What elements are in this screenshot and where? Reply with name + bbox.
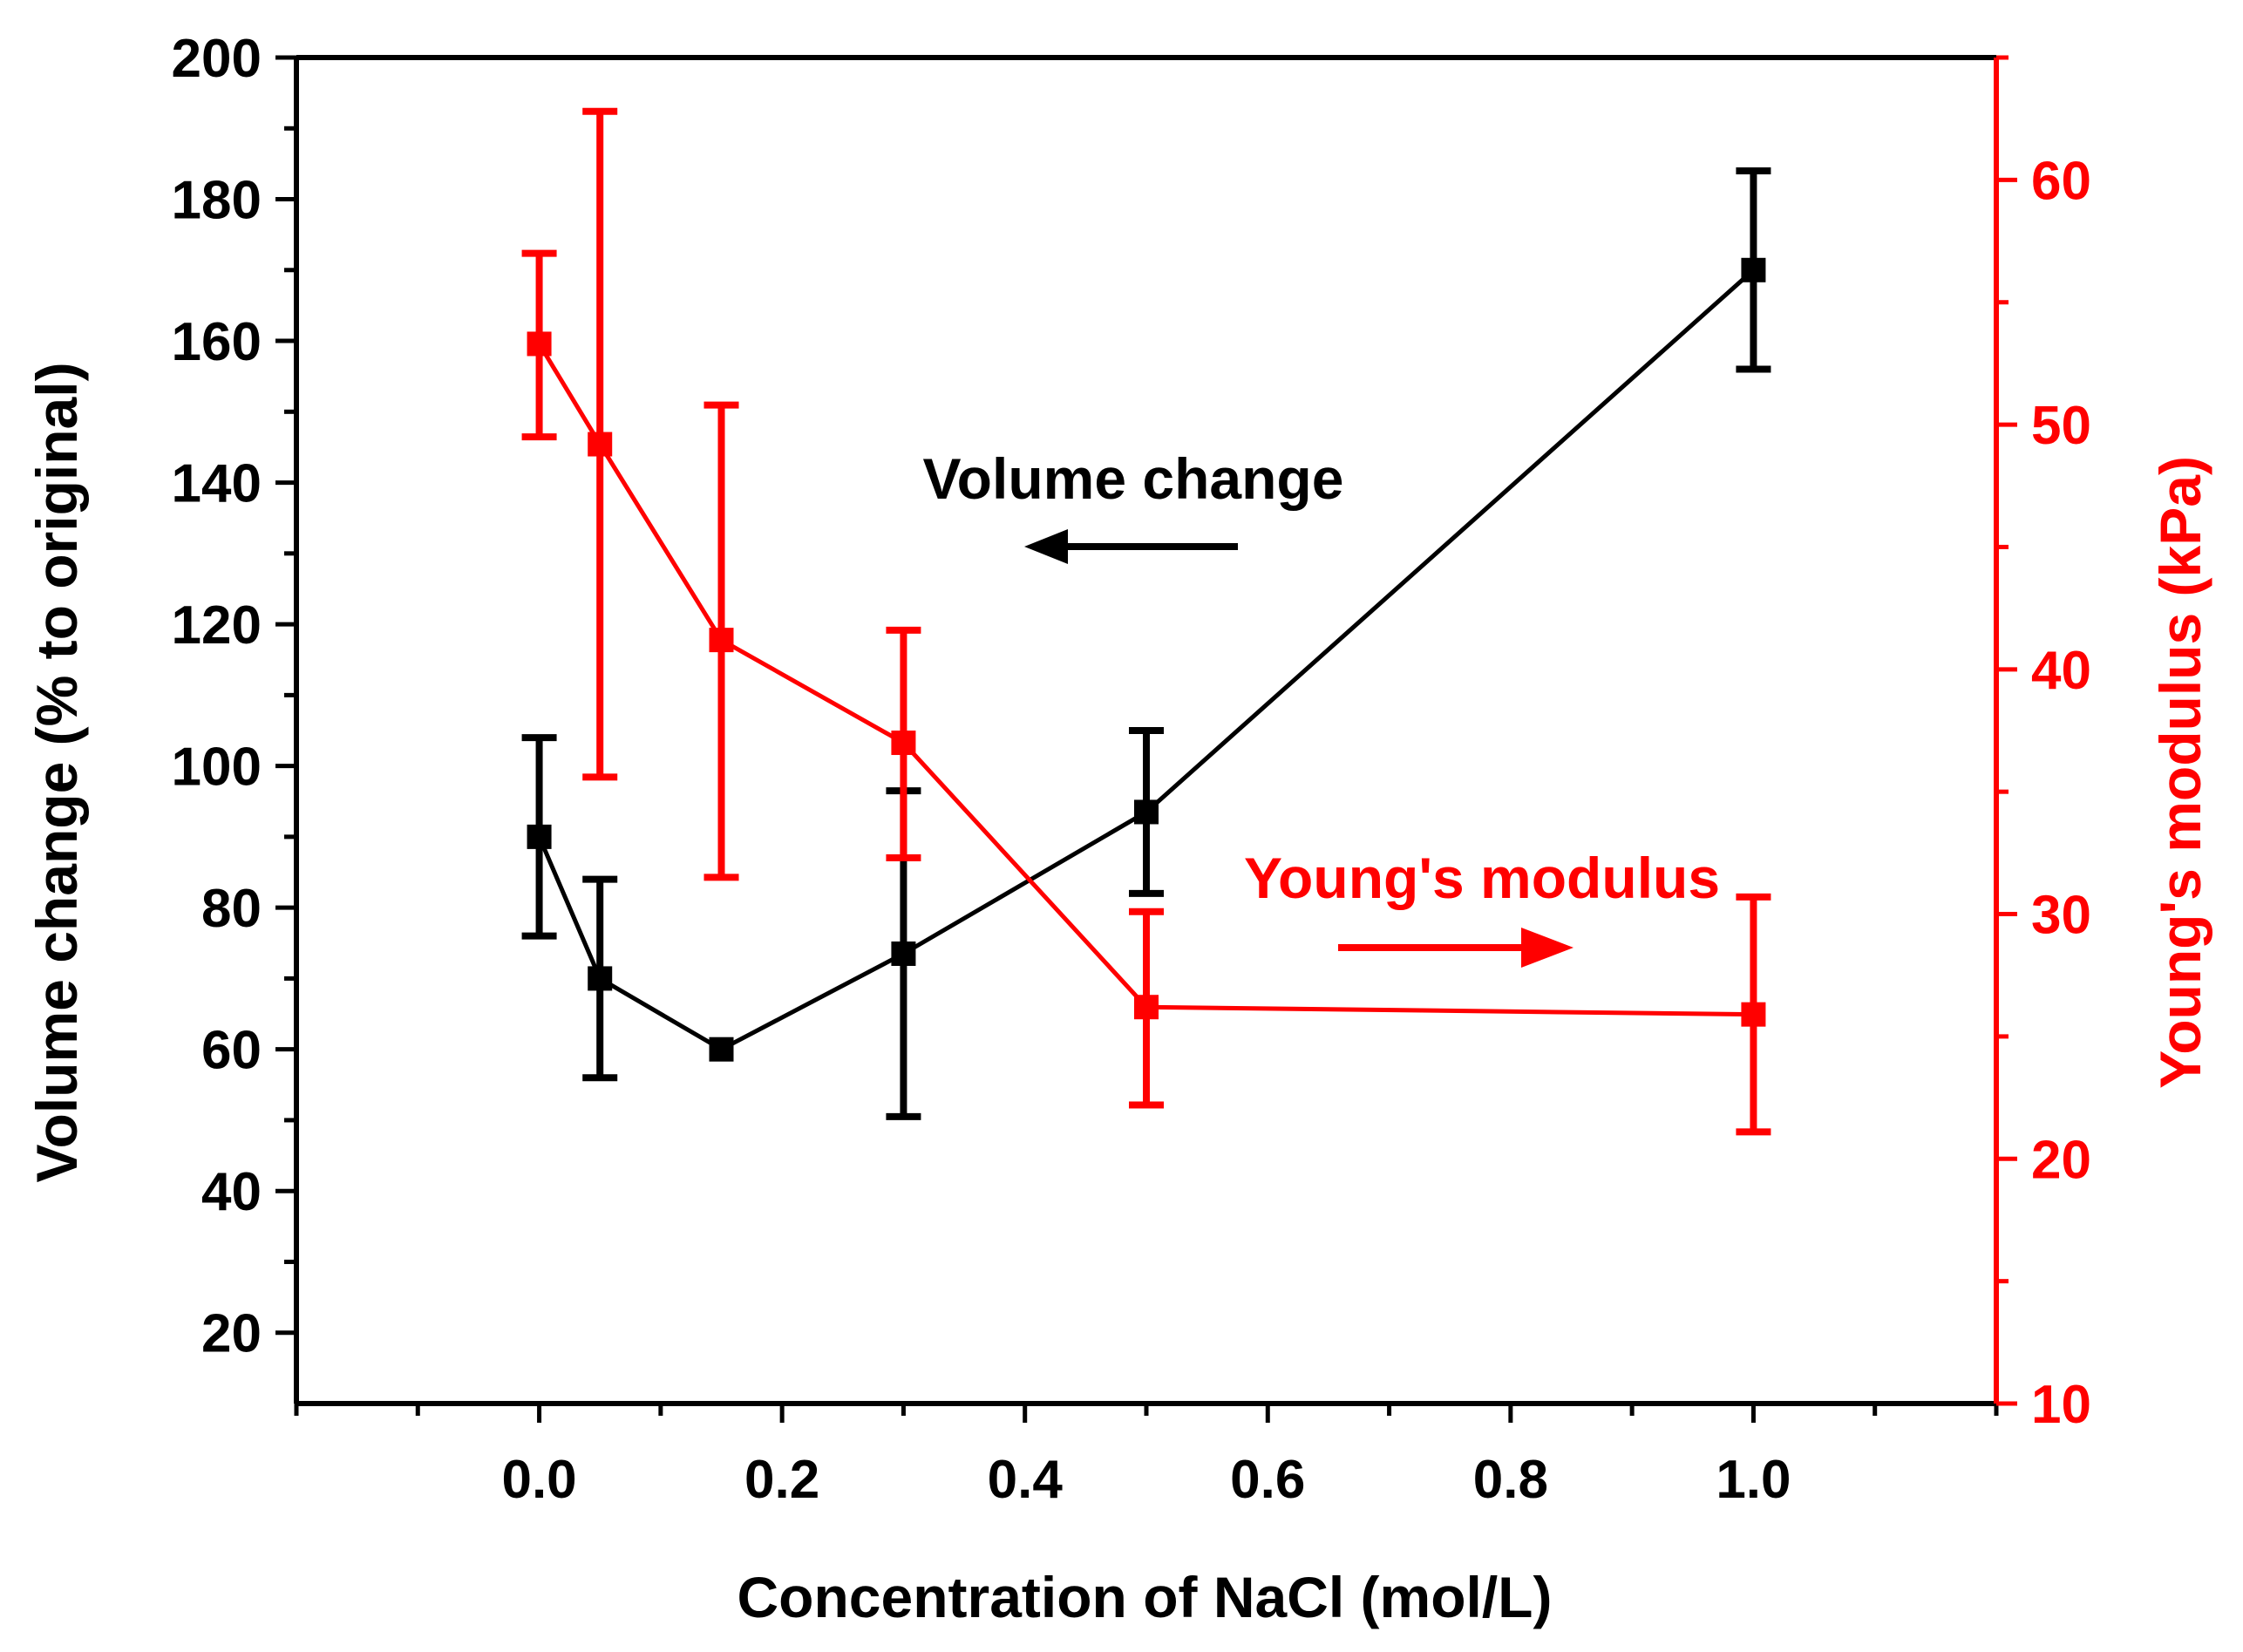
data-point (709, 628, 734, 653)
y-right-tick-label: 10 (2031, 1375, 2091, 1435)
y-right-tick-label: 40 (2031, 641, 2091, 701)
data-point (891, 941, 916, 966)
series-line (537, 343, 1754, 1017)
axes: 0.0 0.2 0.4 0.6 0.8 1.0 20 40 60 80 100 120 140 160 18… (172, 29, 2091, 1510)
x-tick-label: 0.8 (1473, 1450, 1548, 1510)
y-left-tick-label: 40 (201, 1162, 262, 1222)
x-tick-label: 0.0 (501, 1450, 576, 1510)
x-tick-label: 0.4 (988, 1450, 1064, 1510)
data-point (588, 966, 613, 991)
y-right-tick-label: 30 (2031, 886, 2091, 946)
series-line (537, 268, 1756, 1052)
data-point (709, 1037, 734, 1062)
y-right-tick-label: 20 (2031, 1130, 2091, 1190)
y-left-tick-label: 160 (172, 312, 262, 372)
data-point (1741, 257, 1766, 282)
y-right-tick-label: 50 (2031, 396, 2091, 456)
y-left-tick-label: 20 (201, 1304, 262, 1364)
y-left-tick-label: 140 (172, 454, 262, 514)
data-point (527, 331, 552, 357)
data-point (527, 824, 552, 849)
y-left-tick-label: 120 (172, 595, 262, 656)
x-tick-label: 1.0 (1716, 1450, 1791, 1510)
y-right-tick-label: 60 (2031, 151, 2091, 211)
x-axis-title: Concentration of NaCl (mol/L) (737, 1565, 1553, 1629)
y-left-tick-label: 60 (201, 1021, 262, 1081)
volume-change-arrow (1024, 529, 1238, 564)
y-left-tick-label: 100 (172, 738, 262, 798)
series-volume-change (521, 167, 1771, 1120)
data-point (891, 731, 916, 756)
y-left-tick-label: 180 (172, 171, 262, 231)
y-axis-right-title: Young's modulus (kPa) (2148, 456, 2212, 1089)
x-tick-label: 0.2 (744, 1450, 819, 1510)
x-tick-label: 0.6 (1230, 1450, 1305, 1510)
y-left-tick-label: 200 (172, 29, 262, 89)
data-point (588, 432, 613, 457)
data-point (1741, 1002, 1766, 1027)
y-left-tick-label: 80 (201, 879, 262, 939)
series-layer (521, 107, 1771, 1136)
data-point (1134, 995, 1159, 1020)
youngs-modulus-arrow (1338, 928, 1573, 968)
data-point (1134, 799, 1159, 825)
youngs-modulus-annotation: Young's modulus (1244, 846, 1720, 910)
volume-change-annotation: Volume change (923, 446, 1344, 511)
series-youngs-modulus (521, 107, 1771, 1136)
y-axis-left-title: Volume change (% to original) (24, 362, 89, 1182)
